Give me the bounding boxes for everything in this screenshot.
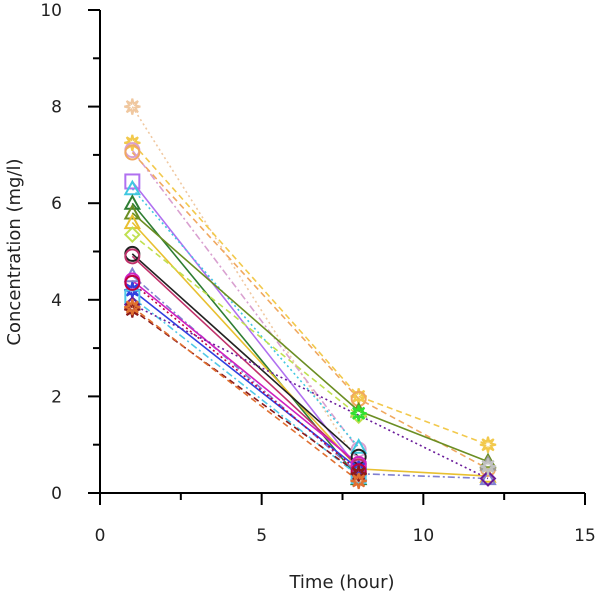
x-tick-label: 15 (574, 526, 596, 546)
y-tick-label: 6 (51, 194, 62, 214)
data-point (124, 98, 141, 115)
series-line (131, 308, 360, 475)
y-axis-title: Concentration (mg/l) (4, 158, 25, 345)
data-point (124, 298, 141, 316)
data-point (479, 436, 497, 453)
series-line (131, 282, 360, 472)
y-tick-label: 2 (51, 387, 62, 407)
x-tick-label: 5 (256, 526, 267, 546)
series-line (131, 142, 489, 446)
series-line (131, 106, 360, 465)
series-markers (123, 98, 497, 490)
y-tick-label: 4 (51, 291, 62, 311)
data-point (124, 274, 141, 291)
data-point (350, 465, 367, 482)
series-line (131, 306, 360, 482)
data-point (124, 173, 141, 190)
series-line (131, 289, 360, 470)
data-point (123, 226, 141, 244)
y-tick-label: 8 (51, 98, 62, 118)
series-line (131, 255, 360, 467)
ticks-group: 0 5 10 15 0 2 4 6 8 10 (40, 1, 595, 546)
data-point (349, 438, 368, 454)
series-line (131, 149, 360, 450)
series-line (131, 303, 489, 480)
data-point (479, 470, 497, 487)
series-line (131, 233, 360, 417)
data-point (123, 194, 142, 210)
data-point (124, 248, 141, 265)
series-line (131, 253, 360, 458)
y-tick-label: 10 (40, 1, 62, 21)
data-point (479, 458, 497, 475)
series-line (131, 279, 360, 465)
data-point (350, 456, 367, 473)
x-axis-title: Time (hour) (288, 572, 394, 593)
data-point (350, 472, 367, 490)
data-point (123, 203, 142, 220)
series-lines (131, 106, 489, 482)
series-line (131, 212, 489, 463)
x-tick-label: 10 (413, 526, 435, 546)
x-tick-label: 0 (95, 526, 106, 546)
data-point (124, 144, 141, 161)
series-line (131, 188, 360, 448)
data-point (350, 405, 367, 422)
y-tick-label: 0 (51, 484, 62, 504)
data-point (124, 134, 141, 152)
